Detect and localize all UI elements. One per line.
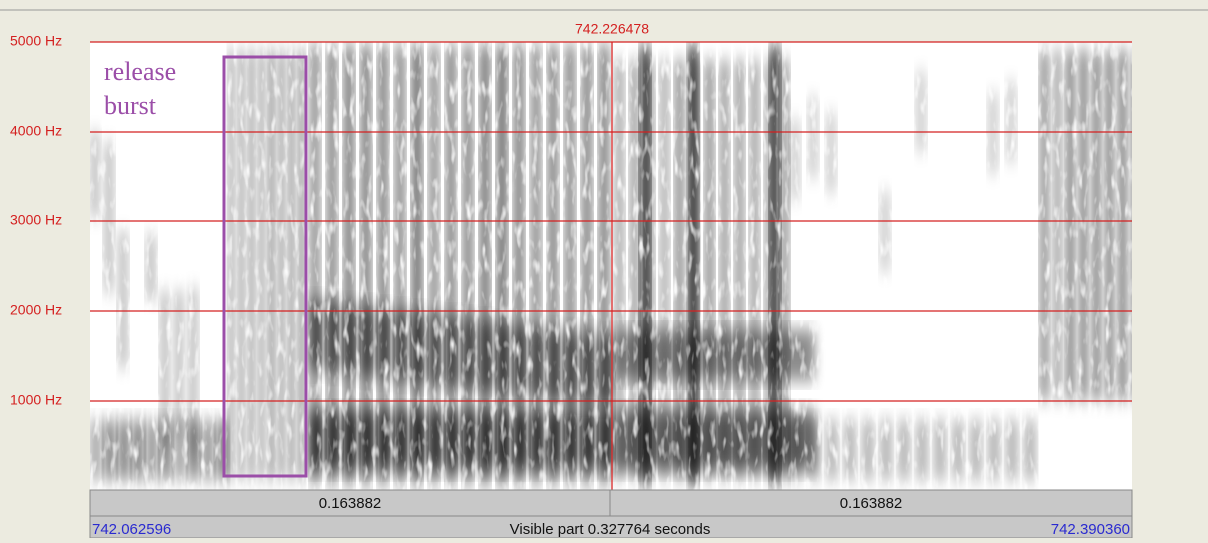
freq-label: 3000 Hz <box>10 212 62 228</box>
segment-duration[interactable]: 0.163882 <box>840 495 903 512</box>
annotation-text: release <box>104 57 176 86</box>
energy <box>1131 50 1132 400</box>
spectrogram-texture <box>90 42 1132 490</box>
start-time: 742.062596 <box>92 521 171 538</box>
end-time: 742.390360 <box>1051 521 1130 538</box>
segment-bar[interactable] <box>89 489 1133 517</box>
freq-label: 5000 Hz <box>10 33 62 49</box>
freq-label: 4000 Hz <box>10 123 62 139</box>
segment-duration[interactable]: 0.163882 <box>319 495 382 512</box>
annotation-box <box>222 55 308 478</box>
frequency-lines <box>90 41 1132 490</box>
visible-part: Visible part 0.327764 seconds <box>510 521 711 538</box>
freq-label: 1000 Hz <box>10 392 62 408</box>
freq-label: 2000 Hz <box>10 302 62 318</box>
annotation-text: burst <box>104 91 157 120</box>
cursor-time: 742.226478 <box>575 21 649 37</box>
